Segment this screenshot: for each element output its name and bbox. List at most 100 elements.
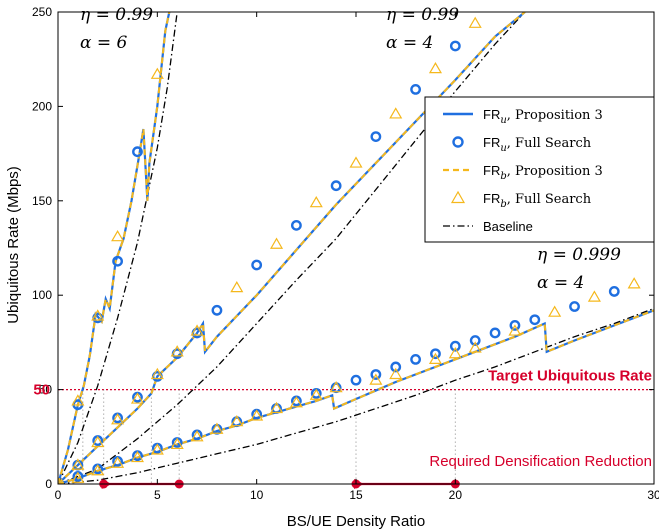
fr-b-full-search-point-1-1 bbox=[91, 435, 105, 448]
x-tick-label-0: 0 bbox=[55, 488, 62, 502]
legend-label-subscript: b bbox=[500, 199, 506, 210]
fr-b-full-search-point-2-4 bbox=[150, 443, 164, 455]
fr-b-full-search-point-2-12 bbox=[309, 388, 323, 400]
fr-b-full-search-point-2-8 bbox=[230, 414, 244, 427]
fr-b-full-search-point-2-10 bbox=[269, 401, 284, 414]
fr-b-proposition-curve-2 bbox=[58, 309, 654, 484]
legend-label-fr_u_full: FRu, Full Search bbox=[483, 135, 592, 154]
fr-u-full-search-point-1-11 bbox=[370, 131, 382, 143]
fr-b-full-search-point-2-16 bbox=[428, 352, 443, 364]
fr-b-full-search-point-1-11 bbox=[389, 107, 403, 119]
fr-b-full-search-point-0-3 bbox=[150, 67, 164, 79]
legend-label-fr_b_prop: FRb, Proposition 3 bbox=[483, 163, 603, 182]
fr-u-full-search-point-1-8 bbox=[251, 259, 263, 271]
fr-u-full-search-point-1-7 bbox=[211, 304, 223, 316]
fr-b-full-search-point-0-1 bbox=[91, 309, 105, 321]
x-tick-label-1: 5 bbox=[154, 488, 161, 502]
fr-u-full-search-point-1-13 bbox=[449, 40, 461, 52]
baseline-curve-0 bbox=[58, 12, 178, 484]
fr-b-full-search-point-2-20 bbox=[548, 305, 562, 317]
fr-b-full-search-point-2-0 bbox=[71, 471, 85, 483]
fr-u-full-search-point-2-25 bbox=[608, 286, 620, 297]
x-tick-label-5: 30 bbox=[647, 488, 659, 502]
y-tick-label-3: 150 bbox=[32, 194, 52, 208]
fr-b-full-search-point-2-1 bbox=[91, 464, 105, 476]
legend-label-text: , Full Search bbox=[507, 136, 592, 151]
fr-u-full-search-point-2-17 bbox=[410, 353, 421, 365]
x-tick-label-3: 15 bbox=[349, 488, 363, 502]
fr-b-full-search-point-2-5 bbox=[170, 437, 184, 449]
fr-u-full-search-point-0-2 bbox=[112, 255, 124, 267]
target-label: Target Ubiquitous Rate bbox=[488, 368, 652, 385]
fr-b-full-search-point-1-4 bbox=[150, 367, 164, 380]
annotation-eta-0: η = 0.99 bbox=[80, 5, 153, 25]
fr-b-full-search-point-2-22 bbox=[627, 277, 641, 289]
legend-label-fr: FR bbox=[483, 135, 500, 150]
fr-b-full-search-point-1-6 bbox=[190, 324, 204, 336]
fr-u-full-search-point-2-18 bbox=[430, 348, 441, 360]
y-tick-label-1: 50 bbox=[39, 383, 53, 397]
legend-label-fr: FR bbox=[483, 191, 500, 206]
y-tick-label-0: 0 bbox=[45, 477, 52, 491]
fr-b-full-search-point-2-6 bbox=[190, 430, 204, 442]
y-axis-label: Ubiquitous Rate (Mbps) bbox=[5, 166, 22, 324]
fr-b-full-search-point-2-19 bbox=[508, 324, 522, 336]
y-tick-label-5: 250 bbox=[32, 5, 52, 19]
fr-u-full-search-point-2-19 bbox=[449, 340, 461, 352]
legend-marker-fr_b_full bbox=[450, 190, 466, 204]
fr-b-full-search-point-2-14 bbox=[369, 373, 383, 385]
legend-marker-fr_u_full bbox=[452, 136, 464, 148]
baseline-curve-2 bbox=[58, 307, 654, 484]
fr-b-full-search-point-1-9 bbox=[309, 195, 323, 208]
fr-b-full-search-point-1-13 bbox=[468, 16, 482, 28]
fr-b-full-search-point-2-21 bbox=[587, 290, 601, 302]
annotation-alpha-1: α = 4 bbox=[386, 33, 433, 53]
legend-label-text: , Proposition 3 bbox=[507, 164, 603, 179]
y-tick-label-2: 100 bbox=[32, 288, 52, 302]
legend-label-fr_b_full: FRb, Full Search bbox=[483, 191, 592, 210]
fr-u-full-search-point-2-20 bbox=[469, 335, 481, 346]
fr-u-full-search-point-2-14 bbox=[350, 374, 362, 386]
fr-b-full-search-point-2-13 bbox=[329, 381, 343, 393]
fr-b-full-search-point-1-12 bbox=[428, 61, 443, 74]
annotation-alpha-2: α = 4 bbox=[537, 273, 584, 293]
x-axis-label: BS/UE Density Ratio bbox=[287, 513, 425, 530]
fr-b-full-search-point-1-5 bbox=[170, 345, 184, 357]
fr-b-full-search-point-2-18 bbox=[468, 341, 482, 353]
fr-b-full-search-point-2-3 bbox=[130, 450, 145, 463]
legend-label-baseline: Baseline bbox=[483, 219, 533, 234]
fr-b-full-search-point-1-7 bbox=[230, 280, 244, 293]
annotations: Target Ubiquitous Rate Required Densifica… bbox=[80, 5, 652, 470]
reduction-label: Required Densification Reduction bbox=[429, 453, 652, 470]
x-tick-label-2: 10 bbox=[250, 488, 264, 502]
legend-label-subscript: u bbox=[500, 143, 506, 154]
fr-b-full-search-point-2-17 bbox=[448, 347, 462, 359]
fr-b-proposition-curve-0 bbox=[58, 12, 171, 484]
fr-b-full-search-point-2-2 bbox=[111, 456, 125, 468]
fr-u-full-search-point-2-24 bbox=[569, 301, 580, 312]
legend-label-text: , Full Search bbox=[507, 192, 592, 207]
fr-u-full-search-point-2-15 bbox=[370, 369, 382, 380]
x-tick-label-4: 20 bbox=[449, 488, 463, 502]
target-y-label: 50 bbox=[33, 382, 50, 399]
annotation-eta-1: η = 0.99 bbox=[386, 5, 459, 25]
fr-b-full-search-point-1-3 bbox=[130, 392, 145, 404]
legend-label-fr_u_prop: FRu, Proposition 3 bbox=[483, 107, 603, 126]
fr-b-full-search-point-2-11 bbox=[289, 396, 303, 408]
legend-label-text: , Proposition 3 bbox=[507, 108, 603, 123]
fr-u-full-search-point-2-16 bbox=[390, 361, 402, 373]
fr-u-full-search-point-1-9 bbox=[290, 219, 302, 231]
fr-b-full-search-point-1-0 bbox=[71, 458, 85, 470]
fr-u-full-search-point-1-10 bbox=[330, 180, 342, 192]
legend-label-subscript: b bbox=[500, 171, 506, 182]
fr-b-full-search-point-0-0 bbox=[71, 394, 85, 406]
annotation-alpha-0: α = 6 bbox=[80, 33, 128, 53]
legend-label-subscript: u bbox=[500, 115, 506, 126]
plot-area bbox=[58, 12, 654, 489]
fr-b-proposition-curve-1 bbox=[58, 12, 526, 484]
fr-b-full-search-point-1-2 bbox=[111, 413, 125, 425]
fr-b-full-search-point-2-15 bbox=[389, 367, 403, 380]
